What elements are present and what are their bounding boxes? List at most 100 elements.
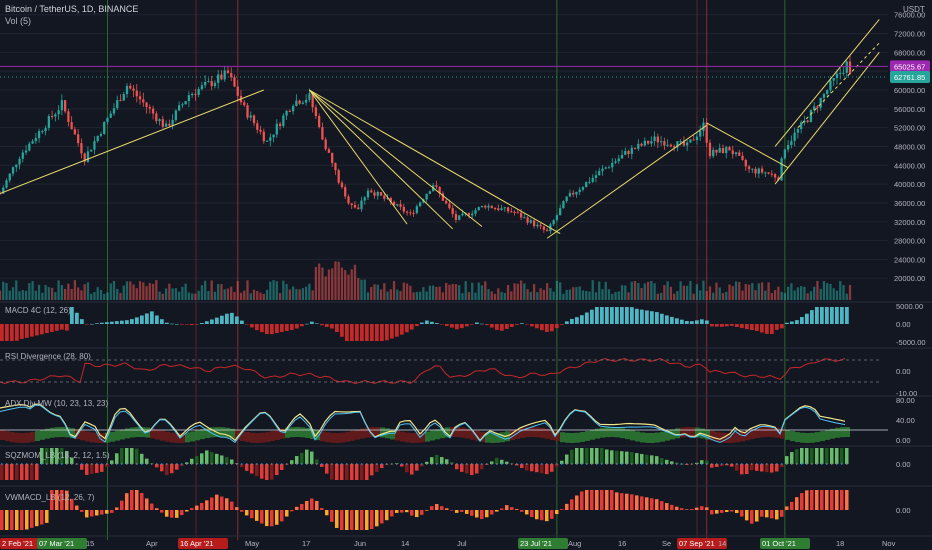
volume-bar	[210, 280, 213, 300]
sqz-dot	[570, 463, 573, 465]
adx-area	[230, 428, 235, 439]
candle-body	[598, 171, 601, 176]
adx-area	[375, 427, 380, 438]
macd-bar	[615, 307, 619, 324]
sqzmom-bar	[825, 448, 829, 464]
candle-body	[568, 192, 572, 197]
trendline	[309, 89, 561, 234]
sqzmom-bar	[155, 464, 159, 468]
adx-area	[575, 432, 580, 443]
volume-bar	[640, 288, 643, 300]
volume-bar	[448, 284, 451, 300]
volume-bar	[340, 267, 344, 300]
rsi-indicator-label[interactable]: RSI Divergence (28, 80)	[5, 352, 91, 361]
volume-bar	[835, 290, 839, 300]
vwmacd-bar	[130, 490, 134, 510]
macd-bar	[690, 321, 694, 324]
macd-bar	[565, 321, 569, 324]
volume-bar	[679, 281, 682, 300]
sqzmom-bar	[525, 464, 529, 471]
volume-bar	[379, 289, 383, 300]
sqz-dot	[615, 463, 618, 465]
macd-bar	[350, 324, 354, 341]
sqzmom-bar	[805, 448, 809, 464]
vwmacd-bar	[0, 510, 4, 530]
sqz-dot	[375, 463, 378, 465]
volume-bar	[295, 289, 298, 300]
time-tick-label: 18	[836, 539, 844, 548]
candle-body	[272, 134, 275, 138]
sqzmom-bar	[85, 464, 89, 475]
trendline	[797, 42, 880, 128]
adx-indicator-label[interactable]: ADX Div MW (10, 23, 13, 23)	[5, 399, 109, 408]
sqz-dot	[720, 463, 723, 465]
sqz-dot	[820, 463, 823, 465]
sqzmom-bar	[110, 460, 114, 464]
macd-bar	[150, 311, 154, 324]
candle-body	[718, 148, 721, 153]
volume-bar	[311, 290, 314, 300]
adx-area	[320, 431, 325, 442]
vwmacd-indicator-label[interactable]: VWMACD_LB (12, 26, 7)	[5, 493, 95, 502]
vwmacd-bar	[230, 501, 234, 510]
price-axis[interactable]: 76000.0072000.0068000.0064000.0060000.00…	[890, 11, 930, 515]
macd-indicator-label[interactable]: MACD 4C (12, 26)	[5, 306, 71, 315]
vwmacd-bar	[30, 510, 34, 528]
volume-bar	[83, 284, 86, 300]
sqz-dot	[95, 463, 98, 465]
vwmacd-bar	[770, 510, 774, 519]
vwmacd-bar	[760, 510, 764, 517]
vwmacd-bar	[425, 510, 429, 511]
candle-body	[285, 110, 288, 116]
sqzmom-indicator-label[interactable]: SQZMOM_LB (18, 2, 12, 1.5)	[5, 451, 110, 460]
vwmacd-bar	[730, 510, 734, 512]
time-axis[interactable]: 2 Feb '21 07 Mar '21 15 Apr 16 Apr '21 May 17 J…	[0, 535, 932, 549]
macd-bar	[720, 324, 724, 327]
adx-area	[780, 428, 785, 439]
adx-area	[555, 431, 560, 442]
vwmacd-bar	[755, 510, 759, 522]
macd-bar	[710, 324, 714, 327]
vwmacd-bar	[125, 493, 129, 510]
volume-bar	[5, 283, 8, 300]
sqz-dot	[195, 463, 198, 465]
macd-bar	[270, 324, 274, 335]
volume-bar	[174, 288, 178, 300]
macd-bar	[100, 322, 104, 324]
candle-body	[672, 146, 676, 148]
volume-bar	[96, 287, 99, 300]
adx-area	[735, 432, 740, 443]
volume-bar	[666, 281, 669, 300]
volume-bar	[259, 292, 262, 300]
adx-area	[110, 431, 115, 442]
sqzmom-bar	[365, 464, 369, 480]
sqzmom-bar	[435, 454, 439, 464]
sqz-dot	[135, 463, 138, 465]
volume-bar	[588, 291, 591, 300]
pane-tick-label: 0.00	[896, 460, 911, 469]
candle-body	[731, 150, 734, 155]
volume-bar	[363, 279, 366, 300]
macd-bar	[440, 324, 444, 325]
vwmacd-bar	[480, 510, 484, 520]
adx-area	[655, 432, 660, 443]
vwmacd-bar	[515, 509, 519, 510]
volume-bar	[614, 291, 617, 300]
volume-bar	[34, 290, 37, 300]
volume-bar	[738, 282, 741, 300]
sqzmom-bar	[15, 464, 19, 480]
sqz-dot	[715, 463, 718, 465]
volume-bar	[757, 283, 760, 300]
macd-bar	[230, 312, 234, 324]
adx-area	[615, 427, 620, 438]
candle-body	[471, 213, 474, 216]
vwmacd-bar	[495, 510, 499, 512]
adx-area	[595, 428, 600, 439]
macd-bar	[380, 324, 384, 341]
volume-bar	[324, 276, 327, 300]
macd-bar	[340, 324, 344, 337]
volume-bar	[695, 284, 699, 300]
adx-area	[300, 427, 305, 438]
volume-bar	[760, 282, 764, 300]
